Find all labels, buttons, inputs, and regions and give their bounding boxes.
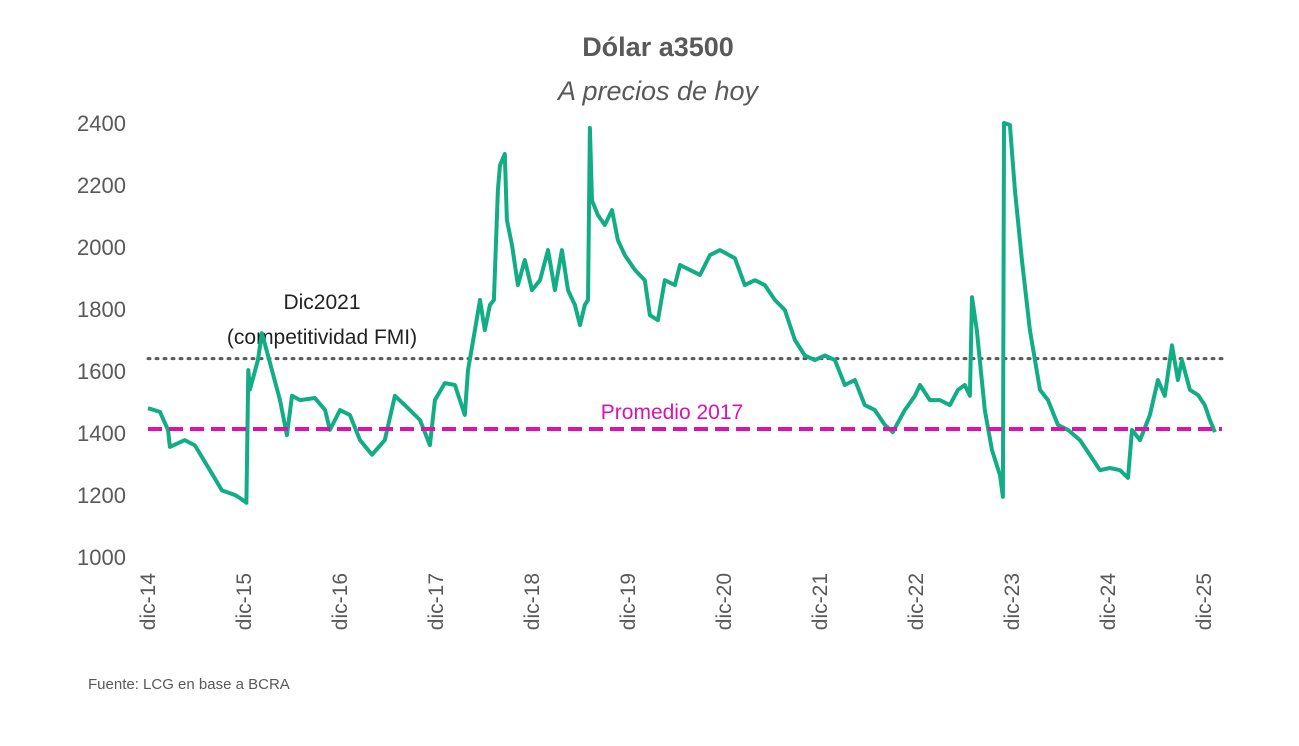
x-tick-label: dic-21 (809, 573, 832, 630)
x-tick-label: dic-17 (425, 573, 448, 630)
x-tick-label: dic-25 (1193, 573, 1216, 630)
x-tick-label: dic-23 (1001, 573, 1024, 630)
y-tick-label: 2200 (77, 173, 126, 198)
y-tick-label: 1400 (77, 421, 126, 446)
y-tick-label: 2400 (77, 111, 126, 136)
y-tick-label: 1800 (77, 297, 126, 322)
x-tick-label: dic-22 (905, 573, 928, 630)
x-tick-label: dic-24 (1097, 573, 1120, 631)
x-tick-label: dic-20 (713, 573, 736, 630)
x-tick-label: dic-14 (137, 573, 160, 631)
chart-title: Dólar a3500 (582, 32, 734, 62)
y-tick-label: 1000 (77, 545, 126, 570)
reference-label-dic2021: Dic2021 (283, 291, 360, 314)
x-tick-label: dic-18 (521, 573, 544, 630)
y-tick-label: 1200 (77, 483, 126, 508)
reference-label-fmi: (competitividad FMI) (227, 326, 417, 349)
y-tick-label: 2000 (77, 235, 126, 260)
x-tick-label: dic-15 (233, 573, 256, 630)
x-tick-label: dic-16 (329, 573, 352, 630)
series-line (147, 121, 1217, 505)
y-tick-label: 1600 (77, 359, 126, 384)
source-note: Fuente: LCG en base a BCRA (88, 676, 290, 693)
chart-subtitle: A precios de hoy (557, 76, 759, 106)
x-tick-label: dic-19 (617, 573, 640, 630)
reference-label-promedio-2017: Promedio 2017 (601, 401, 743, 424)
